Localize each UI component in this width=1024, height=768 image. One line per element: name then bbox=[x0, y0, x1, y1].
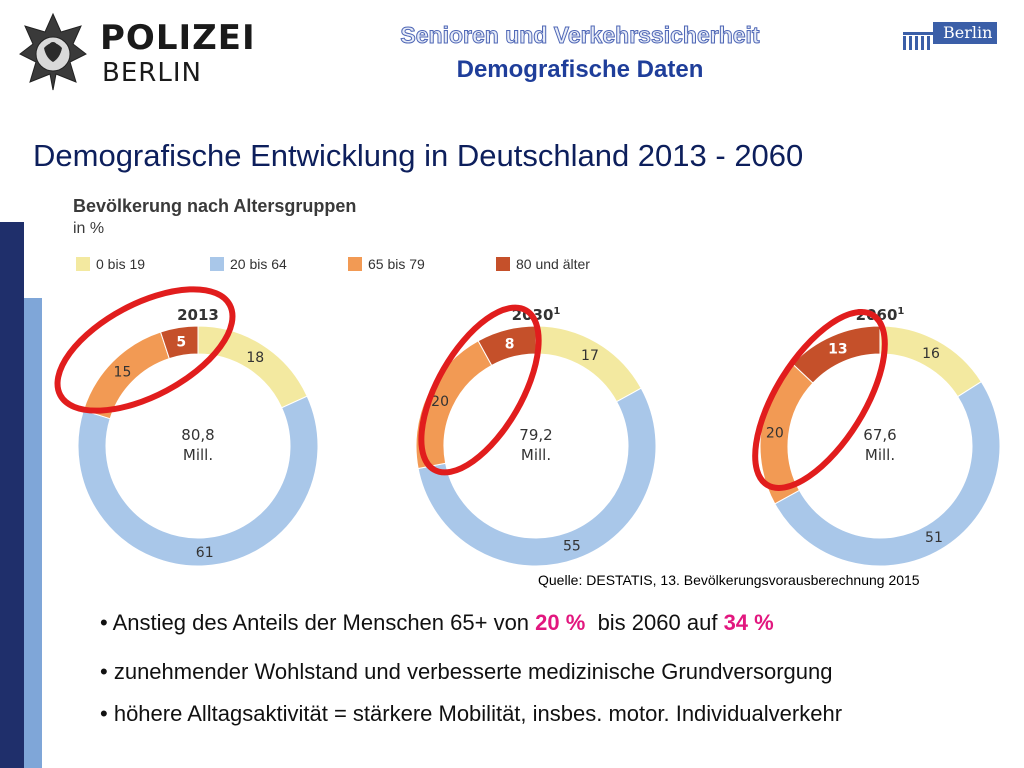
segment-value-label: 15 bbox=[114, 365, 132, 381]
chart-total-unit: Mill. bbox=[183, 446, 213, 464]
legend-swatch bbox=[76, 257, 90, 271]
polizei-berlin-logo: POLIZEI BERLIN bbox=[18, 12, 255, 92]
segment-20-64 bbox=[77, 395, 319, 567]
segment-20-64 bbox=[774, 381, 1001, 567]
berlin-logo: Berlin bbox=[903, 20, 999, 52]
header-subtitle: Demografische Daten bbox=[456, 56, 704, 83]
segment-value-label: 61 bbox=[196, 545, 214, 561]
legend-swatch bbox=[348, 257, 362, 271]
segment-value-label: 20 bbox=[431, 394, 449, 410]
brandenburg-gate-icon bbox=[903, 22, 997, 50]
bullet-prosperity: • zunehmender Wohlstand und verbesserte … bbox=[100, 659, 833, 684]
left-accent-bar-light bbox=[24, 298, 42, 768]
footnote-marker: 1 bbox=[553, 306, 560, 317]
legend-label: 0 bis 19 bbox=[96, 256, 146, 272]
highlight-ellipse bbox=[752, 309, 888, 491]
chart-total-value: 67,6 bbox=[863, 426, 896, 444]
header-title: Senioren und Verkehrssicherheit bbox=[400, 22, 760, 49]
source-note: Quelle: DESTATIS, 13. Bevölkerungsvoraus… bbox=[538, 572, 920, 588]
segment-value-label: 51 bbox=[925, 530, 943, 546]
segment-20-64 bbox=[417, 387, 657, 567]
bullet-mobility: • höhere Alltagsaktivität = stärkere Mob… bbox=[100, 701, 843, 726]
chart-title: Bevölkerung nach Altersgruppen bbox=[73, 196, 357, 216]
legend-swatch bbox=[210, 257, 224, 271]
highlight-ellipse bbox=[418, 304, 542, 476]
segment-80-plus bbox=[791, 325, 881, 384]
highlight-ellipse bbox=[54, 286, 236, 414]
footnote-marker: 1 bbox=[897, 306, 904, 317]
segment-value-label: 5 bbox=[176, 334, 186, 350]
legend-item-65-79: 65 bis 79 bbox=[348, 254, 425, 274]
bullet-text: zunehmender Wohlstand und verbesserte me… bbox=[113, 659, 833, 684]
bullet-text: höhere Alltagsaktivität = stärkere Mobil… bbox=[113, 701, 843, 726]
bullet-senior-share: • Anstieg des Anteils der Menschen 65+ v… bbox=[100, 610, 774, 635]
segment-0-19 bbox=[535, 325, 642, 403]
segment-value-label: 20 bbox=[766, 426, 784, 442]
chart-total-unit: Mill. bbox=[865, 446, 895, 464]
segment-value-label: 8 bbox=[505, 336, 515, 352]
bullet-text: Anstieg des Anteils der Menschen 65+ von bbox=[112, 610, 530, 635]
segment-value-label: 55 bbox=[563, 539, 581, 555]
bullet-text: bis 2060 auf bbox=[597, 610, 718, 635]
legend-label: 20 bis 64 bbox=[230, 256, 287, 272]
legend-swatch bbox=[496, 257, 510, 271]
legend-label: 80 und älter bbox=[516, 256, 590, 272]
chart-year-label: 2013 bbox=[177, 306, 219, 324]
page-title: Demografische Entwicklung in Deutschland… bbox=[33, 138, 804, 173]
legend-label: 65 bis 79 bbox=[368, 256, 425, 272]
segment-80-plus bbox=[159, 325, 199, 360]
segment-0-19 bbox=[197, 325, 308, 409]
berlin-logo-text: Berlin bbox=[943, 23, 993, 42]
legend-item-80-plus: 80 und älter bbox=[496, 254, 590, 274]
chart-unit: in % bbox=[73, 220, 105, 237]
segment-value-label: 17 bbox=[581, 348, 599, 364]
left-accent-bar-dark bbox=[0, 222, 24, 768]
police-star-icon bbox=[19, 12, 87, 91]
segment-value-label: 18 bbox=[246, 350, 264, 366]
chart-total-value: 79,2 bbox=[519, 426, 552, 444]
chart-total-unit: Mill. bbox=[521, 446, 551, 464]
logo-text-berlin: BERLIN bbox=[102, 58, 202, 88]
legend-item-0-19: 0 bis 19 bbox=[76, 254, 145, 274]
chart-total-value: 80,8 bbox=[181, 426, 214, 444]
logo-text-polizei: POLIZEI bbox=[100, 18, 256, 58]
segment-value-label: 16 bbox=[922, 346, 940, 362]
highlight-value: 34 % bbox=[723, 610, 774, 635]
donut-charts: 1861155201380,8Mill.17552082030179,2Mill… bbox=[54, 286, 1001, 567]
segment-value-label: 13 bbox=[828, 342, 847, 358]
legend-item-20-64: 20 bis 64 bbox=[210, 254, 287, 274]
highlight-value: 20 % bbox=[535, 610, 586, 635]
